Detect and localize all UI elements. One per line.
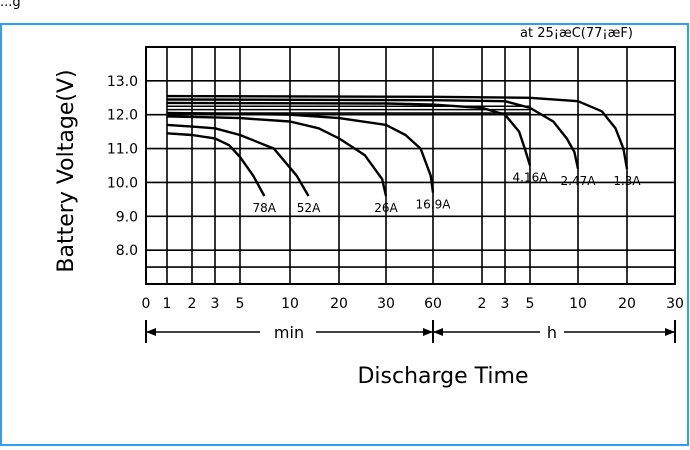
y-tick-label: 13.0 (107, 74, 138, 90)
series-label-2.47A: 2.47A (561, 174, 597, 188)
min-label: min (274, 323, 304, 342)
x-tick-label: 5 (236, 296, 245, 312)
x-tick-label: 30 (377, 296, 395, 312)
series-label-78A: 78A (253, 201, 277, 215)
series-group (166, 94, 629, 197)
y-tick-label: 9.0 (116, 209, 138, 225)
x-tick-label: 2 (188, 296, 197, 312)
series-label-16.9A: 16.9A (416, 198, 452, 212)
grid (145, 46, 676, 285)
y-axis-label: Battery Voltage(V) (54, 69, 79, 272)
series-line-78A (166, 132, 266, 197)
x-tick-label: 60 (424, 296, 442, 312)
min-range-indicator: min (145, 320, 434, 343)
series-line-4.16A (166, 101, 532, 166)
series-line-1.3A (166, 94, 629, 170)
x-tick-label: 0 (142, 296, 151, 312)
x-tick-label: 1 (163, 296, 172, 312)
x-tick-label: 2 (478, 296, 487, 312)
x-tick-label: 3 (501, 296, 510, 312)
hour-label: h (547, 323, 557, 342)
temperature-note: at 25¡æC(77¡æF) (520, 26, 633, 41)
series-line-2.47A (166, 98, 580, 170)
series-labels: 78A 52A 26A 16.9A 4.16A 2.47A 1.3A (253, 171, 642, 215)
series-line-26A (166, 115, 388, 197)
y-tick-label: 11.0 (107, 142, 138, 158)
y-tick-label: 10.0 (107, 175, 138, 191)
x-tick-label: 5 (526, 296, 535, 312)
series-label-4.16A: 4.16A (513, 171, 549, 185)
header-fragment: ...g (0, 0, 21, 10)
y-tick-label: 12.0 (107, 108, 138, 124)
y-ticks: 13.0 12.0 11.0 10.0 9.0 8.0 (107, 74, 138, 259)
y-tick-label: 8.0 (116, 243, 138, 259)
x-tick-label: 30 (666, 296, 684, 312)
x-tick-label: 3 (211, 296, 220, 312)
x-axis-label: Discharge Time (357, 364, 528, 389)
series-label-26A: 26A (374, 201, 398, 215)
x-tick-label: 10 (281, 296, 299, 312)
x-ticks: 0 1 2 3 5 10 20 30 60 2 3 5 10 20 30 (142, 296, 684, 312)
x-tick-label: 20 (618, 296, 636, 312)
series-line-16.9A (166, 111, 435, 193)
x-tick-label: 10 (569, 296, 587, 312)
series-label-52A: 52A (297, 201, 321, 215)
panel-border (0, 23, 689, 446)
x-tick-label: 20 (330, 296, 348, 312)
series-label-1.3A: 1.3A (613, 174, 641, 188)
hour-range-indicator: h (433, 320, 676, 343)
series-line-52A (166, 123, 310, 197)
plot-frame (145, 46, 676, 285)
